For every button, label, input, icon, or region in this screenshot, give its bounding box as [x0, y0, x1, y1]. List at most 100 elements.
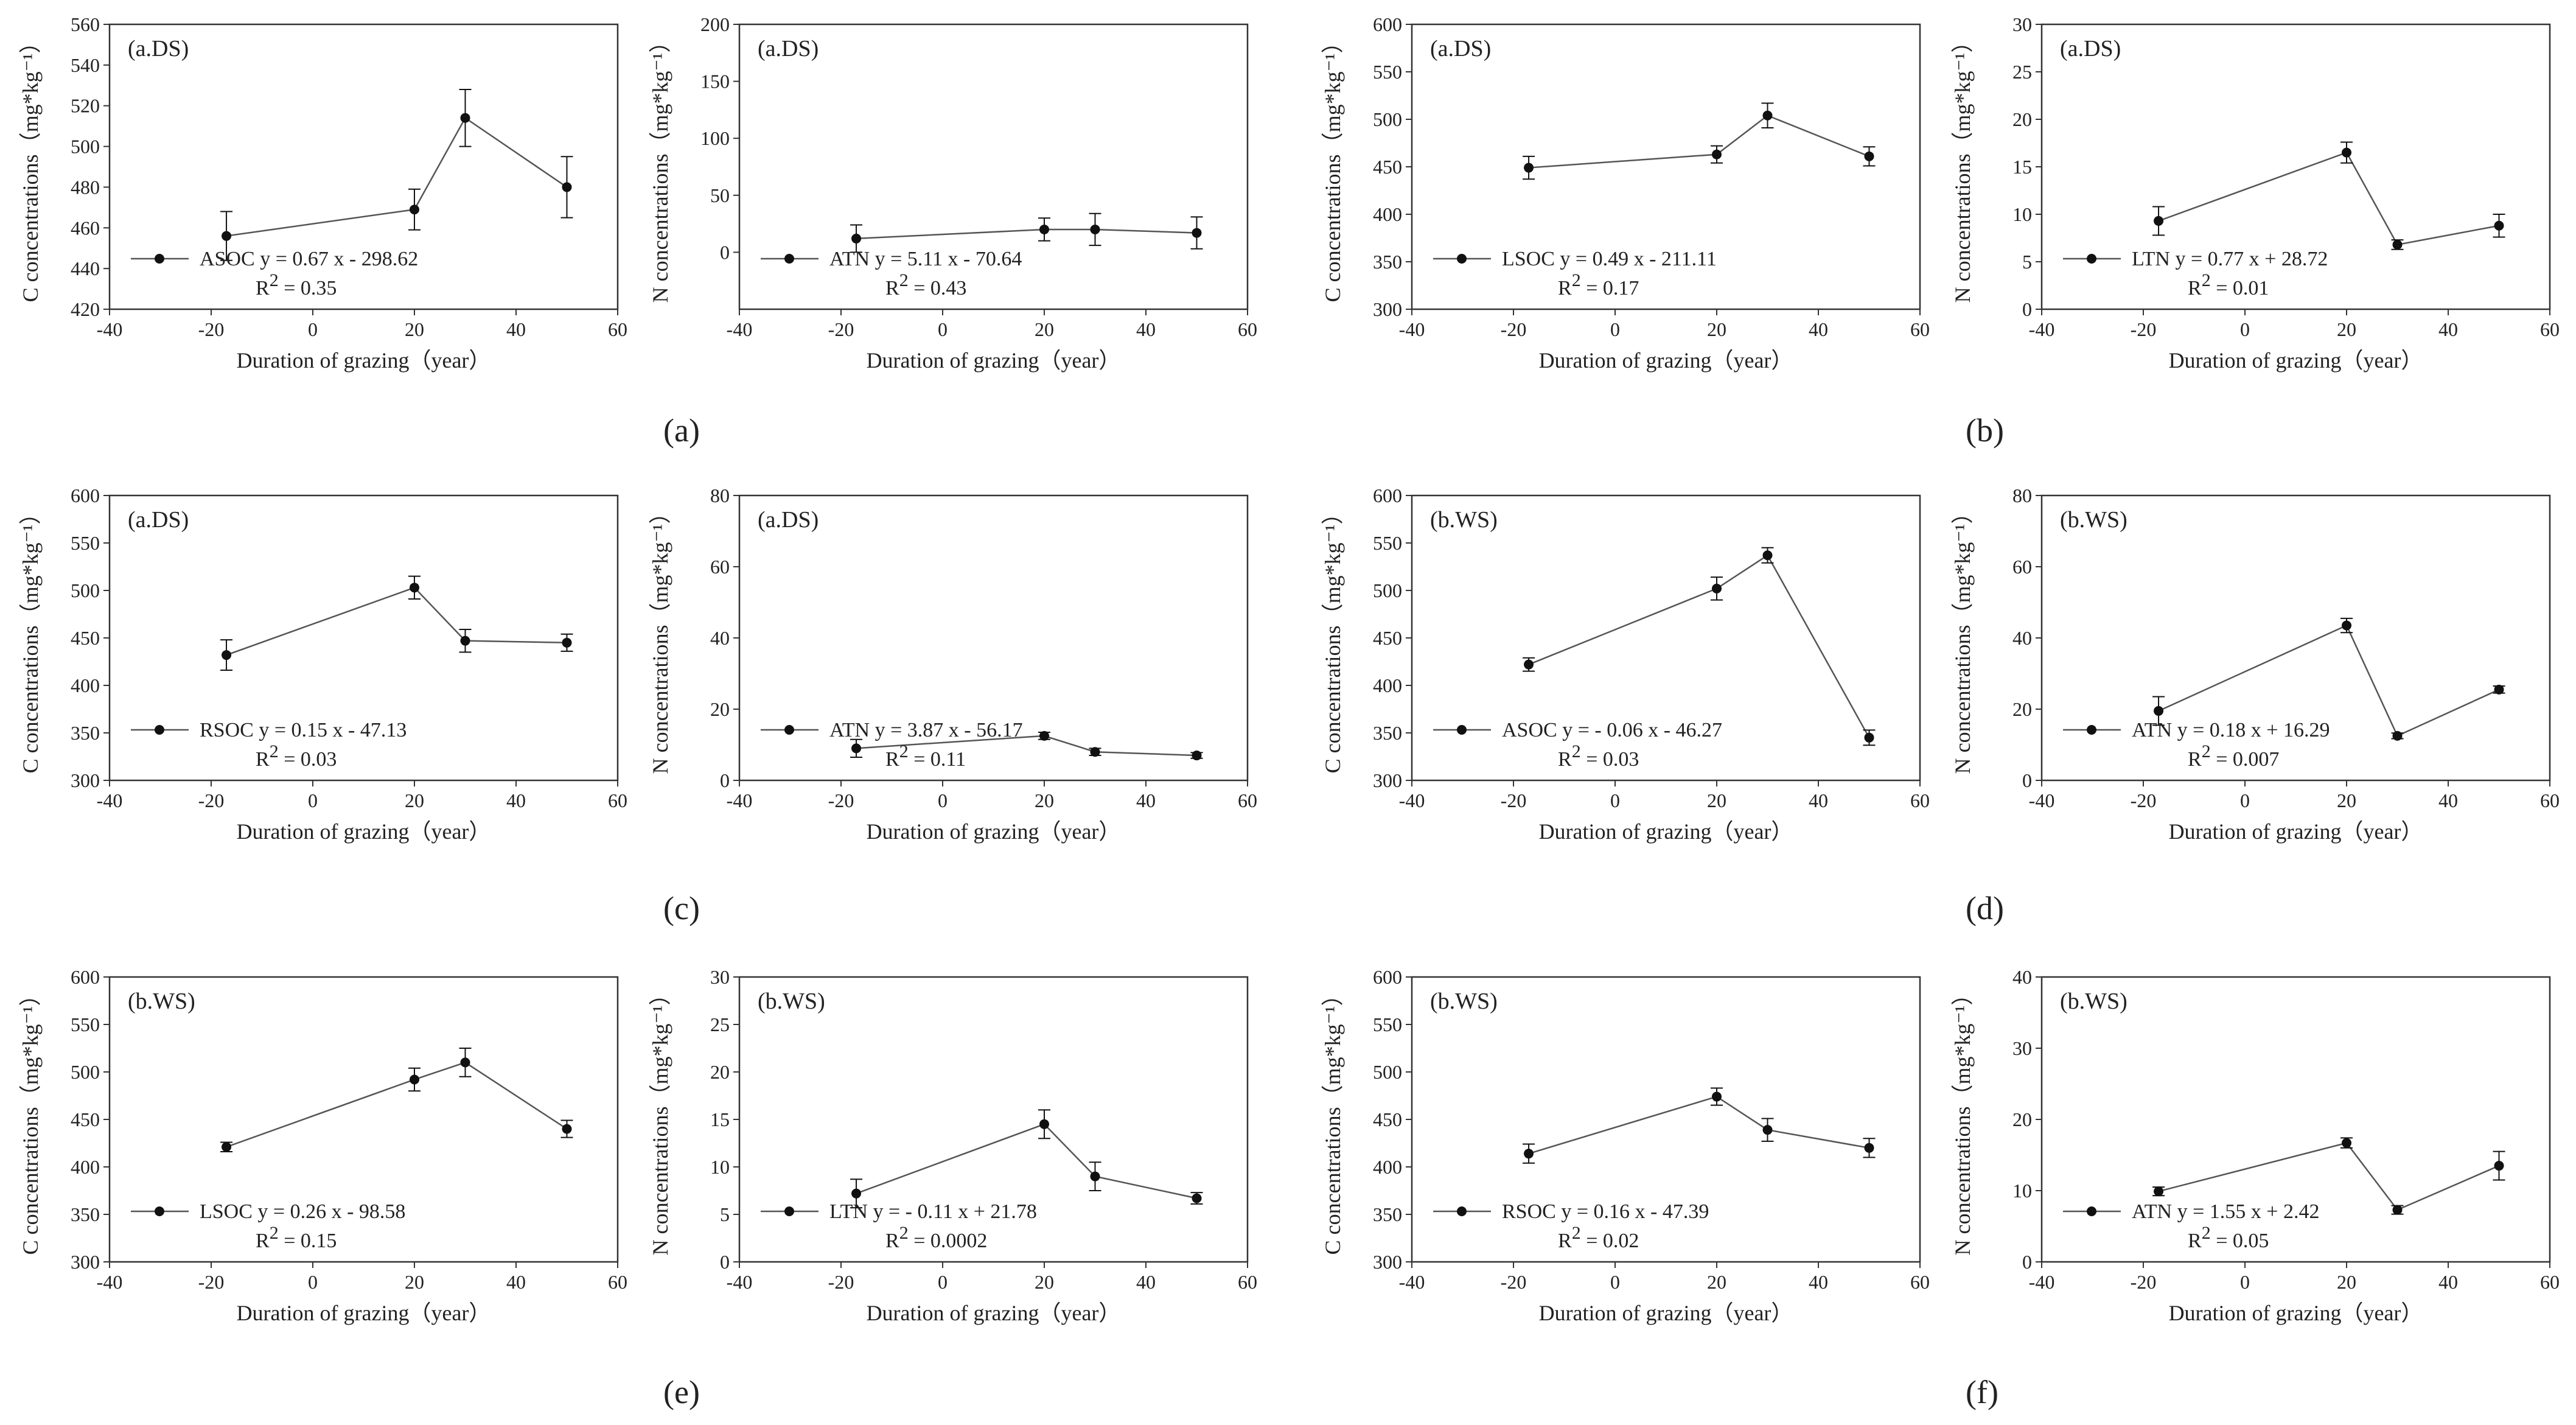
- y-tick-label: 550: [1373, 61, 1402, 83]
- x-tick-label: -20: [1501, 318, 1527, 340]
- legend-series-name: ASOC: [1502, 719, 1562, 741]
- r-squared-symbol: R: [885, 277, 899, 299]
- data-point: [1864, 732, 1874, 743]
- r-squared-exponent: 2: [2202, 270, 2211, 290]
- data-point: [222, 231, 232, 241]
- data-point: [1524, 163, 1534, 173]
- x-tick-label: 60: [1910, 318, 1930, 340]
- y-tick-label: 540: [71, 54, 100, 76]
- y-tick-label: 500: [1373, 1061, 1402, 1083]
- y-tick-label: 350: [1373, 251, 1402, 273]
- y-tick-label: 60: [2012, 556, 2032, 578]
- y-tick-label: 400: [71, 674, 100, 696]
- y-tick-label: 0: [2022, 298, 2032, 320]
- legend-r-squared: R2 = 0.03: [1558, 741, 1639, 771]
- legend-r-squared: R2 = 0.15: [256, 1223, 337, 1252]
- x-axis-label: Duration of grazing（year）: [867, 1301, 1121, 1325]
- legend-entry: RSOC y = 0.15 x - 47.13: [200, 719, 407, 741]
- x-axis-label: Duration of grazing（year）: [237, 1301, 491, 1325]
- x-tick-label: 40: [1809, 1271, 1828, 1293]
- data-point: [460, 113, 470, 123]
- x-tick-label: 20: [2337, 790, 2356, 811]
- x-tick-label: 0: [2240, 1271, 2250, 1293]
- y-tick-label: 40: [710, 627, 730, 649]
- x-tick-label: 20: [1035, 318, 1054, 340]
- legend-marker: [784, 725, 794, 735]
- subfigure-label: (b): [1966, 412, 2004, 449]
- x-tick-label: -40: [1399, 318, 1425, 340]
- x-tick-label: 40: [2438, 318, 2458, 340]
- y-tick-label: 40: [2012, 627, 2032, 649]
- legend-equation: y = - 0.11 x + 21.78: [873, 1200, 1036, 1223]
- x-tick-label: 0: [938, 1271, 948, 1293]
- x-tick-label: 40: [506, 318, 526, 340]
- y-tick-label: 550: [71, 532, 100, 554]
- legend-equation: y = 0.18 x + 16.29: [2177, 719, 2330, 741]
- data-point: [1090, 1171, 1100, 1182]
- legend-r-squared: R2 = 0.17: [1558, 270, 1639, 299]
- legend-marker: [2087, 725, 2096, 735]
- y-tick-label: 480: [71, 176, 100, 198]
- y-tick-label: 150: [700, 71, 730, 93]
- x-tick-label: 0: [2240, 318, 2250, 340]
- x-tick-label: -20: [828, 318, 854, 340]
- x-tick-label: 60: [2540, 1271, 2560, 1293]
- x-axis-label: Duration of grazing（year）: [237, 819, 491, 844]
- r-squared-value: = 0.0002: [909, 1230, 988, 1252]
- series-line-lsoc: [226, 1062, 568, 1148]
- legend-r-squared: R2 = 0.35: [256, 270, 337, 299]
- chart-panel-d-nitrogen: 0 20 40 60 80 -40 -20 0 20 40 60 Duration of grazin…: [1950, 485, 2560, 844]
- y-tick-label: 500: [71, 1061, 100, 1083]
- legend-equation: y = 0.77 x + 28.72: [2175, 248, 2328, 270]
- x-tick-label: 40: [1136, 790, 1156, 811]
- x-tick-label: 40: [506, 790, 526, 811]
- x-tick-label: -20: [2131, 790, 2157, 811]
- legend-series-name: LSOC: [1502, 248, 1560, 270]
- y-tick-label: 450: [1373, 156, 1402, 178]
- y-tick-label: 600: [1373, 485, 1402, 506]
- data-point: [1712, 1091, 1722, 1102]
- panel-tag: (b.WS): [2060, 989, 2127, 1014]
- panel-tag: (b.WS): [758, 989, 825, 1014]
- y-tick-label: 20: [2012, 1108, 2032, 1130]
- y-axis-label: N concentrations（mg*kg⁻¹）: [1950, 502, 1975, 774]
- x-tick-label: 60: [608, 318, 627, 340]
- x-tick-label: 40: [1809, 318, 1828, 340]
- x-axis-label: Duration of grazing（year）: [2169, 819, 2423, 844]
- y-tick-label: 450: [71, 627, 100, 649]
- legend-entry: LSOC y = 0.26 x - 98.58: [200, 1200, 405, 1223]
- x-tick-label: 20: [405, 790, 424, 811]
- panel-tag: (a.DS): [128, 36, 189, 61]
- r-squared-symbol: R: [1558, 277, 1572, 299]
- y-tick-label: 20: [710, 1061, 730, 1083]
- data-point: [562, 1124, 572, 1134]
- x-tick-label: -20: [1501, 1271, 1527, 1293]
- r-squared-exponent: 2: [2202, 1223, 2211, 1243]
- data-point: [1039, 1119, 1049, 1129]
- legend-marker: [784, 1206, 794, 1216]
- x-tick-label: 0: [2240, 790, 2250, 811]
- y-tick-label: 350: [71, 722, 100, 744]
- legend-r-squared: R2 = 0.01: [2188, 270, 2269, 299]
- panel-tag: (a.DS): [2060, 36, 2121, 61]
- x-tick-label: 20: [1707, 1271, 1726, 1293]
- y-tick-label: 20: [2012, 698, 2032, 720]
- x-axis-label: Duration of grazing（year）: [867, 819, 1121, 844]
- legend-marker: [1457, 1206, 1467, 1216]
- y-tick-label: 30: [2012, 13, 2032, 35]
- legend-equation: y = - 0.06 x - 46.27: [1562, 719, 1722, 741]
- r-squared-exponent: 2: [899, 270, 909, 290]
- legend-marker: [155, 1206, 164, 1216]
- x-tick-label: -20: [2131, 318, 2157, 340]
- x-tick-label: 20: [1707, 318, 1726, 340]
- legend-marker: [155, 254, 164, 264]
- r-squared-value: = 0.007: [2211, 748, 2280, 771]
- legend-equation: y = 0.49 x - 211.11: [1560, 248, 1716, 270]
- x-tick-label: 20: [2337, 318, 2356, 340]
- y-tick-label: 15: [710, 1108, 730, 1130]
- x-tick-label: 40: [506, 1271, 526, 1293]
- x-tick-label: -20: [198, 318, 225, 340]
- data-point: [1039, 730, 1049, 741]
- x-tick-label: -20: [198, 1271, 225, 1293]
- y-tick-label: 300: [71, 769, 100, 791]
